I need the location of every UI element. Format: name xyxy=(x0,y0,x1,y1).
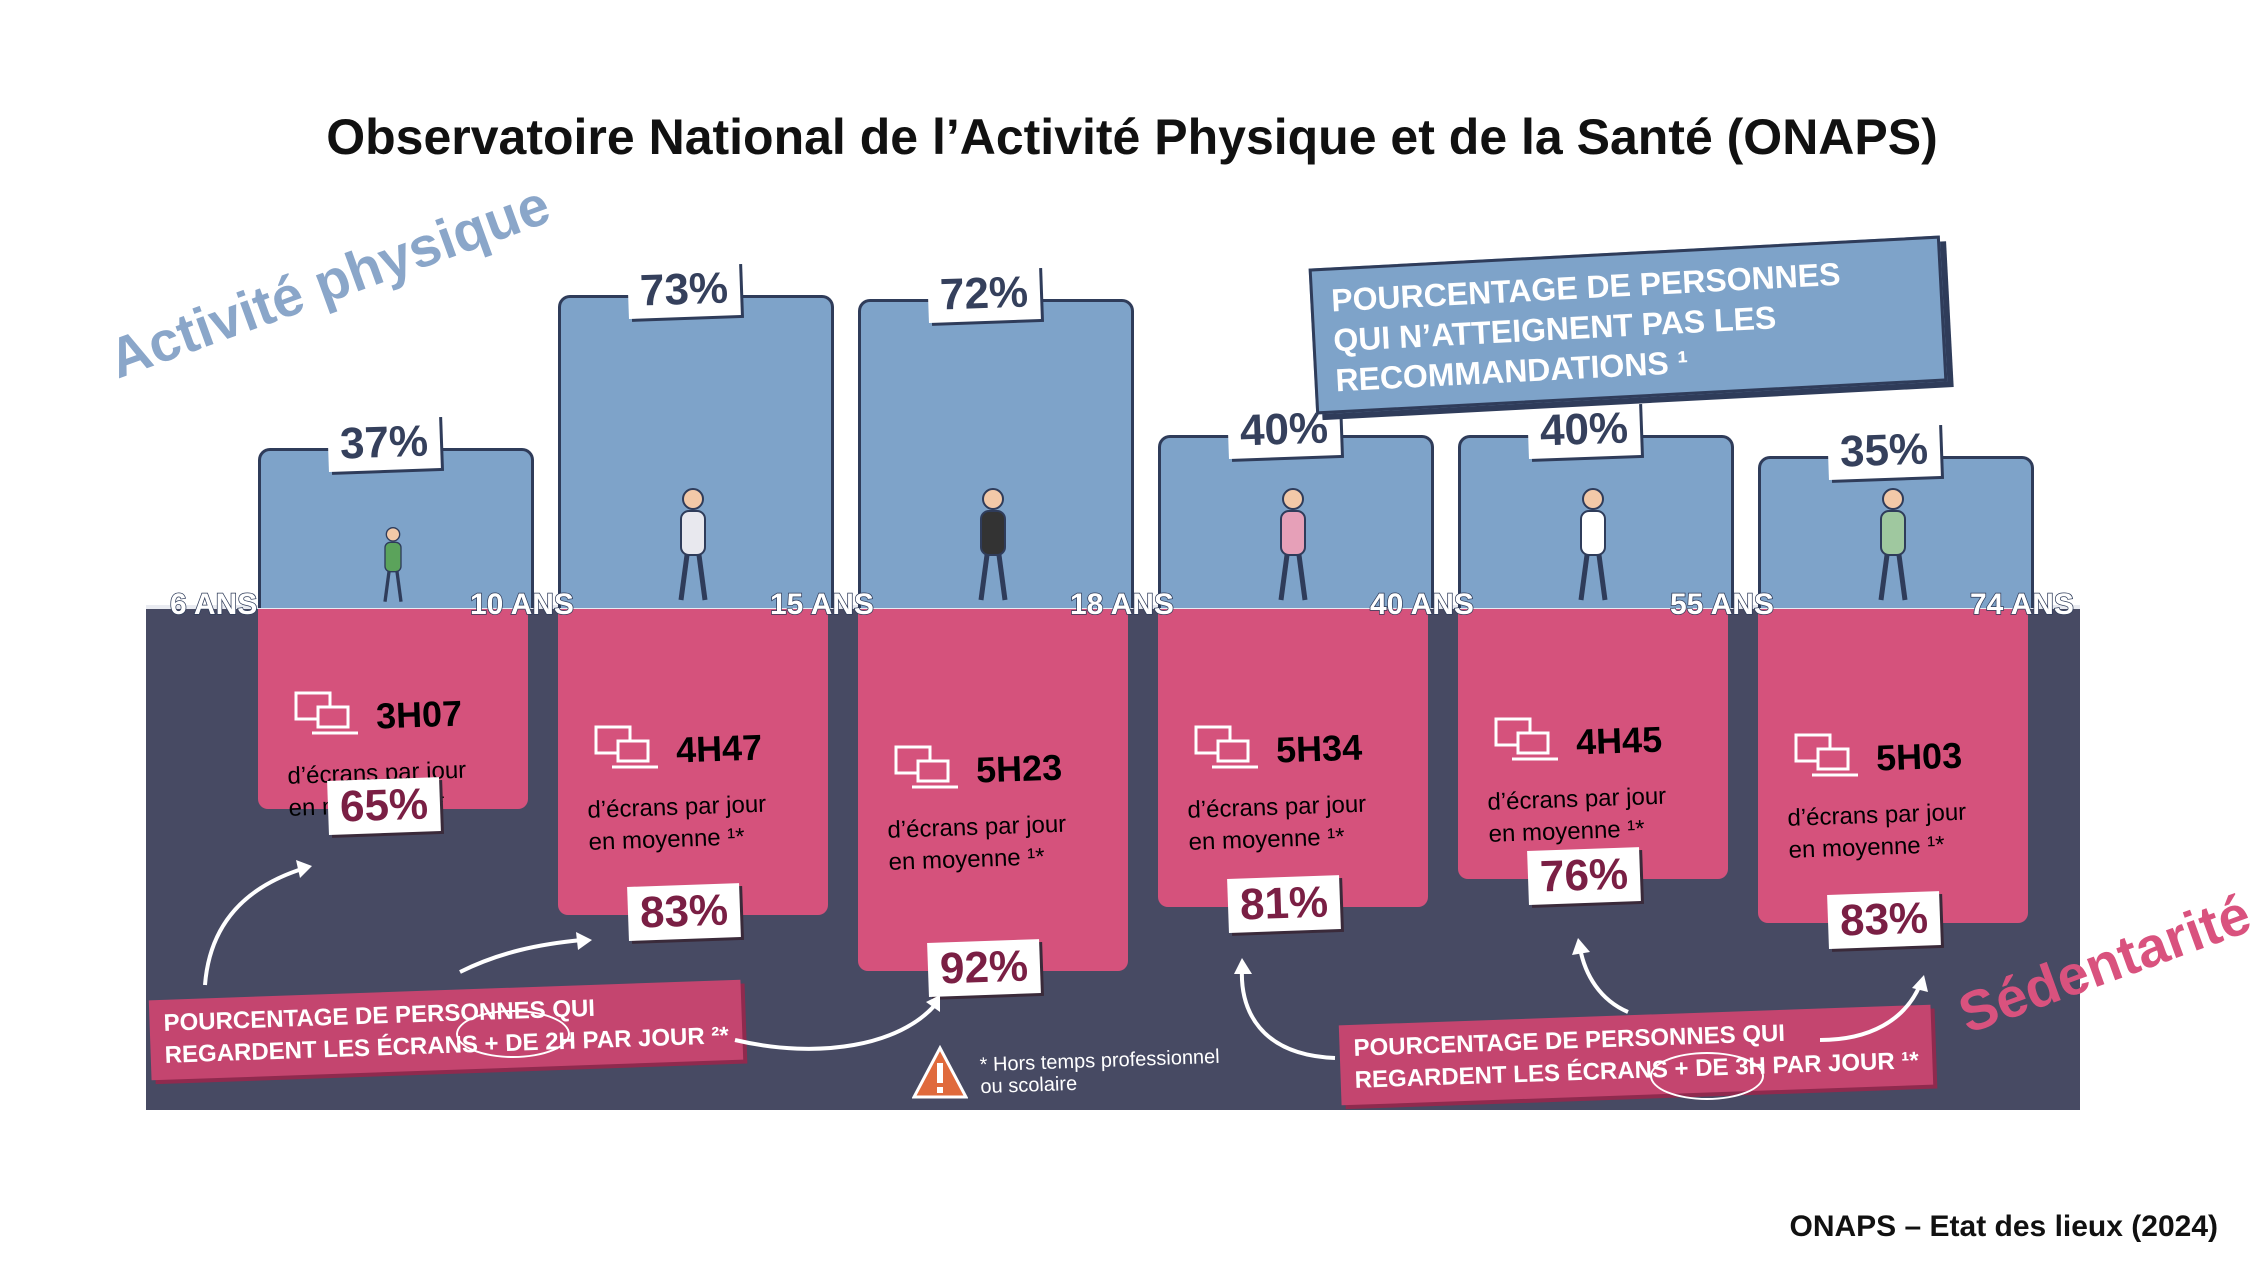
person-figure-icon xyxy=(383,527,403,602)
person-figure-icon xyxy=(1278,488,1308,601)
screen-time-value: 5H34 xyxy=(1275,726,1363,771)
page-title: Observatoire National de l’Activité Phys… xyxy=(0,108,2264,166)
highlight-ring-3h xyxy=(1650,1052,1764,1100)
screen-time-value: 5H03 xyxy=(1875,734,1963,779)
screen-time-card xyxy=(558,609,828,915)
screens-icon xyxy=(1194,725,1258,769)
screens-icon xyxy=(894,745,958,789)
inactivity-bar xyxy=(858,299,1134,608)
legend-activity: POURCENTAGE DE PERSONNES QUI N’ATTEIGNEN… xyxy=(1308,235,1948,415)
screens-icon xyxy=(294,691,358,735)
screen-pct-label: 76% xyxy=(1527,847,1641,905)
inactivity-pct-label: 73% xyxy=(627,260,741,319)
inactivity-pct-label: 37% xyxy=(327,413,441,472)
age-tick-label: 40 ANS xyxy=(1369,587,1474,622)
age-tick-label: 10 ANS xyxy=(469,587,574,622)
person-figure-icon xyxy=(978,488,1008,601)
screen-time-card xyxy=(1158,609,1428,907)
inactivity-bar xyxy=(1158,435,1434,608)
screen-time-card xyxy=(258,609,528,809)
footer-source: ONAPS – Etat des lieux (2024) xyxy=(1790,1210,2219,1244)
inactivity-pct-label: 72% xyxy=(927,265,1041,323)
person-figure-icon xyxy=(1878,488,1908,601)
screen-pct-label: 83% xyxy=(1827,891,1941,949)
screens-icon xyxy=(1794,733,1858,777)
inactivity-pct-label: 40% xyxy=(1527,401,1641,459)
screen-time-value: 4H47 xyxy=(675,726,763,771)
screens-icon xyxy=(594,725,658,769)
screen-time-value: 3H07 xyxy=(375,692,463,737)
footer-text: ONAPS – Etat des lieux (2024) xyxy=(1789,1210,2219,1243)
footnote-note: * Hors temps professionnel ou scolaire xyxy=(979,1046,1220,1098)
screen-pct-label: 92% xyxy=(927,939,1041,997)
screens-icon xyxy=(1494,717,1558,761)
inactivity-pct-label: 35% xyxy=(1827,422,1941,481)
screen-time-card xyxy=(858,609,1128,971)
age-tick-label: 74 ANS xyxy=(1969,587,2074,622)
activity-label: Activité physique xyxy=(100,172,558,391)
screen-time-card xyxy=(1758,609,2028,923)
age-tick-label: 15 ANS xyxy=(769,587,874,622)
person-figure-icon xyxy=(678,488,708,601)
screen-time-value: 5H23 xyxy=(975,746,1063,791)
age-tick-label: 55 ANS xyxy=(1669,587,1774,622)
age-tick-label: 6 ANS xyxy=(169,587,258,622)
highlight-ring-2h xyxy=(456,1010,570,1058)
screen-pct-label: 83% xyxy=(627,883,741,941)
person-figure-icon xyxy=(1578,488,1608,601)
title-main: Observatoire National de l’Activité Phys… xyxy=(326,109,1938,165)
screen-pct-label: 65% xyxy=(327,777,441,835)
screen-time-value: 4H45 xyxy=(1575,718,1663,763)
screen-pct-label: 81% xyxy=(1227,875,1341,933)
age-tick-label: 18 ANS xyxy=(1069,587,1174,622)
warning-icon xyxy=(912,1045,968,1099)
